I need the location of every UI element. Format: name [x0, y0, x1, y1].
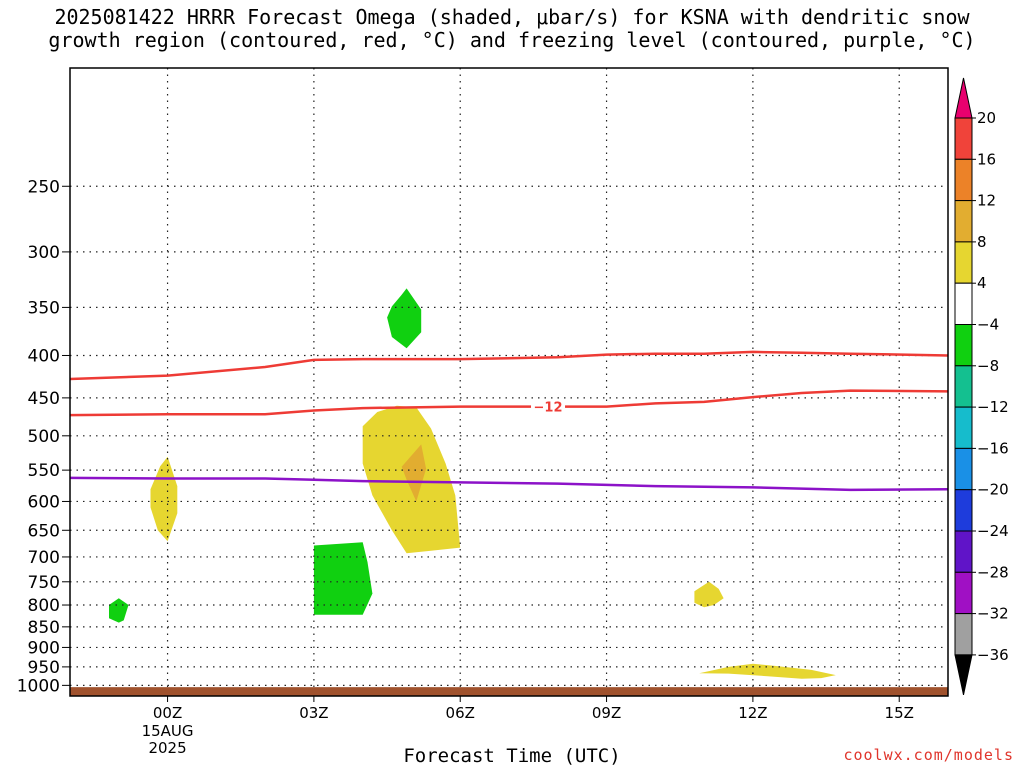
- omega-region-7: [699, 663, 836, 679]
- y-tick-label-350: 350: [28, 298, 60, 318]
- colorbar-label-2: 12: [977, 192, 996, 210]
- colorbar-label-6: −8: [977, 357, 999, 375]
- colorbar-label-0: 20: [977, 109, 996, 127]
- colorbar-segment-5: [954, 282, 973, 326]
- omega-region-6: [694, 581, 724, 608]
- y-tick-label-500: 500: [28, 427, 60, 447]
- colorbar-segment-11: [954, 530, 973, 573]
- colorbar-segment-1: [954, 117, 973, 160]
- colorbar-segment-9: [954, 447, 973, 491]
- contour-line--18: [70, 350, 948, 381]
- colorbar-label-12: −32: [977, 605, 1009, 623]
- y-tick-label-550: 550: [28, 461, 60, 481]
- x-axis-title: Forecast Time (UTC): [403, 745, 621, 767]
- colorbar-segment-6: [954, 324, 973, 367]
- omega-region-4: [313, 542, 373, 615]
- colorbar-segment-10: [954, 489, 973, 532]
- colorbar-segment-7: [954, 365, 973, 408]
- y-tick-label-650: 650: [28, 521, 60, 541]
- credit-link[interactable]: coolwx.com/models: [843, 746, 1014, 764]
- y-tick-label-850: 850: [28, 618, 60, 638]
- colorbar-segment-13: [954, 613, 973, 656]
- colorbar-label-10: −24: [977, 522, 1009, 540]
- colorbar-top-arrow: [954, 77, 973, 119]
- colorbar-segment-8: [954, 406, 973, 449]
- colorbar-label-8: −16: [977, 439, 1009, 457]
- chart-title: 2025081422 HRRR Forecast Omega (shaded, …: [0, 6, 1024, 52]
- y-tick-label-300: 300: [28, 243, 60, 263]
- x-tick-label-00Z: 00Z: [153, 704, 182, 722]
- colorbar-label-9: −20: [977, 481, 1009, 499]
- x-tick-label-03Z: 03Z: [299, 704, 328, 722]
- y-tick-label-600: 600: [28, 492, 60, 512]
- plot-area: −12: [70, 68, 948, 696]
- colorbar-bottom-arrow: [954, 654, 973, 696]
- colorbar-label-11: −28: [977, 563, 1009, 581]
- colorbar-label-13: −36: [977, 646, 1009, 664]
- x-tick-sublabel-1: 2025: [148, 739, 186, 757]
- y-tick-label-900: 900: [28, 638, 60, 658]
- omega-region-3: [150, 456, 178, 542]
- x-tick-label-12Z: 12Z: [738, 704, 767, 722]
- x-tick-label-09Z: 09Z: [592, 704, 621, 722]
- y-tick-label-400: 400: [28, 346, 60, 366]
- y-tick-label-1000: 1000: [17, 676, 60, 696]
- colorbar-segment-2: [954, 158, 973, 202]
- y-tick-label-800: 800: [28, 596, 60, 616]
- colorbar-label-1: 16: [977, 150, 996, 168]
- y-tick-label-950: 950: [28, 658, 60, 678]
- y-tick-label-700: 700: [28, 548, 60, 568]
- colorbar-label-4: 4: [977, 274, 987, 292]
- omega-region-0: [387, 288, 422, 349]
- colorbar-label-7: −12: [977, 398, 1009, 416]
- plot-frame: [69, 67, 949, 697]
- x-tick-label-15Z: 15Z: [885, 704, 914, 722]
- x-tick-sublabel-0: 15AUG: [142, 722, 194, 740]
- y-tick-label-450: 450: [28, 389, 60, 409]
- chart-title-line-2: growth region (contoured, red, °C) and f…: [48, 28, 976, 52]
- contour-line--12: [70, 389, 948, 417]
- contour-line-0: [70, 476, 948, 492]
- y-tick-label-750: 750: [28, 573, 60, 593]
- colorbar-label-5: −4: [977, 316, 999, 334]
- x-tick-label-06Z: 06Z: [446, 704, 475, 722]
- omega-region-2: [401, 444, 427, 502]
- y-tick-label-250: 250: [28, 177, 60, 197]
- contour-label--12: −12: [534, 401, 563, 416]
- omega-region-5: [109, 598, 129, 623]
- contour-label-bg--12: [531, 398, 566, 415]
- ground-surface: [70, 687, 948, 696]
- colorbar-segment-4: [954, 241, 973, 284]
- colorbar-label-3: 8: [977, 233, 987, 251]
- chart-title-line-1: 2025081422 HRRR Forecast Omega (shaded, …: [54, 5, 970, 29]
- colorbar-segment-3: [954, 200, 973, 243]
- colorbar-segment-12: [954, 571, 973, 615]
